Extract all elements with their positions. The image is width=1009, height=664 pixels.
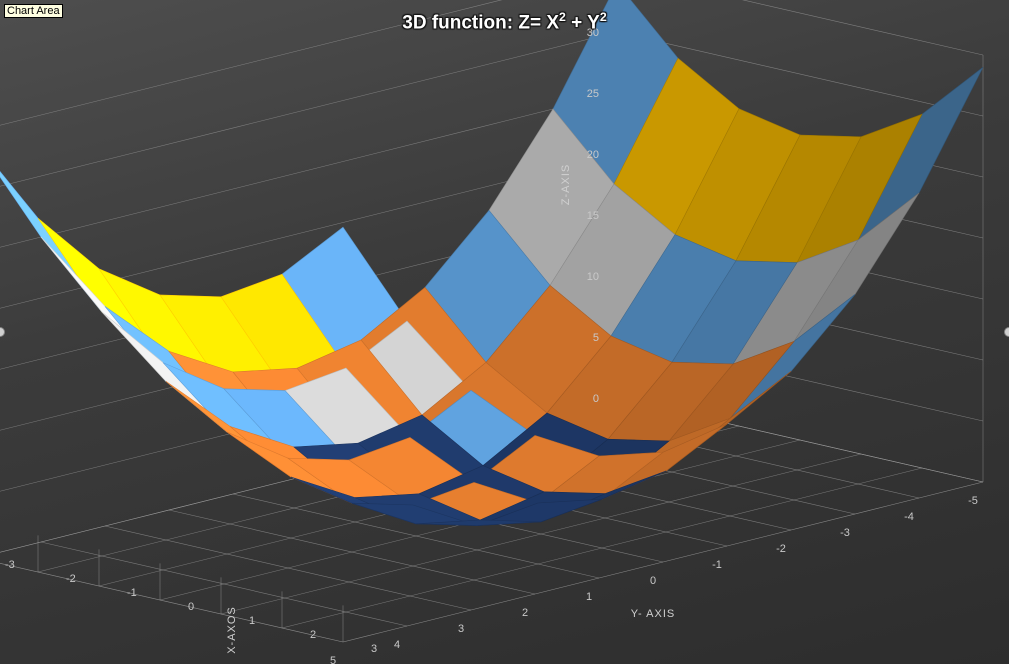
svg-text:3: 3	[458, 623, 464, 635]
surface-chart: 05101520253035-5-4-3-2-1012345-3-2-10123…	[0, 0, 1009, 664]
svg-text:10: 10	[587, 271, 599, 283]
svg-text:2: 2	[310, 629, 316, 641]
svg-text:15: 15	[587, 210, 599, 222]
svg-text:-5: -5	[968, 495, 978, 507]
svg-text:1: 1	[586, 591, 592, 603]
svg-text:0: 0	[188, 601, 194, 613]
svg-text:-1: -1	[712, 559, 722, 571]
svg-text:4: 4	[394, 639, 400, 651]
svg-text:5: 5	[593, 332, 599, 344]
svg-text:-1: -1	[127, 587, 137, 599]
title-text-2: + Y	[566, 12, 600, 33]
svg-text:0: 0	[650, 575, 656, 587]
chart-title: 3D function: Z= X2 + Y2	[0, 10, 1009, 34]
title-text-1: 3D function: Z= X	[402, 12, 559, 33]
svg-text:Z-AXIS: Z-AXIS	[560, 164, 572, 205]
svg-text:1: 1	[249, 615, 255, 627]
title-sup-1: 2	[559, 10, 566, 24]
svg-text:-4: -4	[904, 511, 914, 523]
svg-text:0: 0	[593, 393, 599, 405]
svg-text:5: 5	[330, 655, 336, 664]
svg-text:-2: -2	[66, 573, 76, 585]
svg-text:2: 2	[522, 607, 528, 619]
svg-text:20: 20	[587, 149, 599, 161]
svg-text:-2: -2	[776, 543, 786, 555]
svg-text:3: 3	[371, 643, 377, 655]
svg-text:-3: -3	[5, 559, 15, 571]
svg-text:X-AXOS: X-AXOS	[226, 606, 238, 654]
svg-text:Y- AXIS: Y- AXIS	[631, 608, 676, 620]
title-sup-2: 2	[600, 10, 607, 24]
svg-text:25: 25	[587, 88, 599, 100]
chart-area-tooltip: Chart Area	[4, 4, 63, 18]
resize-handle-right[interactable]	[1004, 327, 1009, 337]
svg-text:-3: -3	[840, 527, 850, 539]
